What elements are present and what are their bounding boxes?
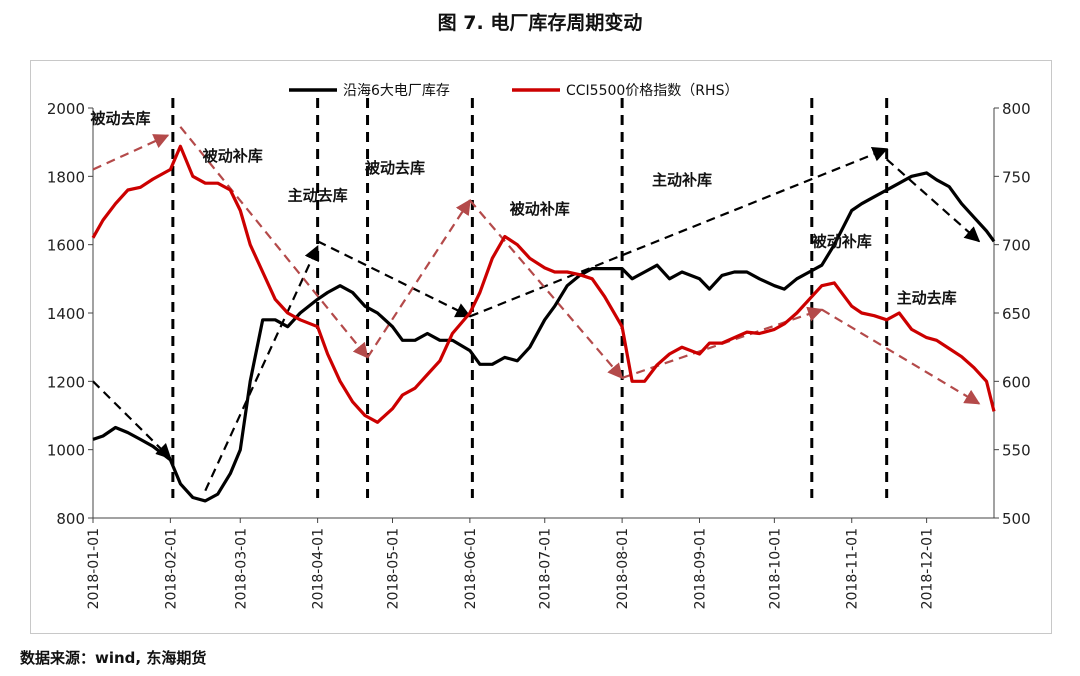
phase-label: 主动去库 bbox=[897, 289, 957, 307]
chart-svg: 800 1000 1200 1400 1600 1800 2000 500 550 600 650 7… bbox=[47, 83, 1031, 609]
x-tick-label: 2018-06-01 bbox=[463, 528, 479, 609]
trend-arrow-brown bbox=[179, 126, 369, 359]
y-left-tick-label: 1000 bbox=[47, 442, 85, 460]
x-tick-label: 2018-02-01 bbox=[163, 528, 179, 609]
x-tick-label: 2018-03-01 bbox=[233, 528, 249, 609]
trend-arrow-brown bbox=[821, 308, 981, 405]
axes-layer: 800 1000 1200 1400 1600 1800 2000 500 550 600 650 7… bbox=[47, 100, 1031, 609]
chart-frame: 800 1000 1200 1400 1600 1800 2000 500 550 600 650 7… bbox=[30, 60, 1052, 634]
y-right-tick-label: 650 bbox=[1002, 305, 1031, 323]
legend-label: 沿海6大电厂库存 bbox=[343, 83, 450, 99]
y-left-tick-label: 1200 bbox=[47, 373, 85, 391]
x-tick-label: 2018-05-01 bbox=[386, 528, 402, 609]
x-tick-label: 2018-01-01 bbox=[86, 528, 102, 609]
y-right-tick-label: 600 bbox=[1002, 373, 1031, 391]
x-tick-label: 2018-12-01 bbox=[920, 528, 936, 609]
x-tick-label: 2018-10-01 bbox=[767, 528, 783, 609]
chart-title: 图 7. 电厂库存周期变动 bbox=[437, 12, 643, 34]
y-left-tick-label: 2000 bbox=[47, 100, 85, 118]
trend-arrow-black bbox=[885, 158, 981, 243]
y-right-tick-label: 550 bbox=[1002, 442, 1031, 460]
phase-label: 被动去库 bbox=[90, 109, 150, 127]
source-note: 数据来源：wind, 东海期货 bbox=[20, 649, 207, 667]
legend-label: CCI5500价格指数（RHS） bbox=[566, 83, 738, 99]
x-tick-label: 2018-08-01 bbox=[615, 528, 631, 609]
y-left-tick-label: 1600 bbox=[47, 237, 85, 255]
x-tick-label: 2018-11-01 bbox=[845, 528, 861, 609]
phase-label: 主动补库 bbox=[652, 171, 712, 189]
y-left-tick-label: 800 bbox=[56, 510, 85, 528]
phase-dividers bbox=[171, 98, 889, 498]
y-left-tick-label: 1400 bbox=[47, 305, 85, 323]
x-tick-label: 2018-04-01 bbox=[311, 528, 327, 609]
phase-label: 被动补库 bbox=[203, 147, 263, 165]
series-line-cci bbox=[91, 144, 996, 424]
phase-label: 被动补库 bbox=[812, 232, 872, 250]
x-tick-label: 2018-09-01 bbox=[692, 528, 708, 609]
series-line-inventory bbox=[92, 171, 996, 503]
trend-arrow-brown bbox=[366, 198, 471, 359]
x-tick-label: 2018-07-01 bbox=[538, 528, 554, 609]
trend-arrow-brown bbox=[92, 134, 170, 171]
series-layer bbox=[91, 144, 996, 503]
y-right-tick-label: 700 bbox=[1002, 237, 1031, 255]
trend-arrow-brown bbox=[469, 199, 624, 380]
phase-label: 主动去库 bbox=[288, 186, 348, 204]
legend: 沿海6大电厂库存 CCI5500价格指数（RHS） bbox=[289, 83, 738, 99]
y-right-tick-label: 800 bbox=[1002, 100, 1031, 118]
y-left-tick-label: 1800 bbox=[47, 168, 85, 186]
trend-arrows bbox=[92, 126, 981, 492]
trend-arrow-black bbox=[92, 380, 172, 460]
y-right-tick-label: 750 bbox=[1002, 168, 1031, 186]
y-right-tick-label: 500 bbox=[1002, 510, 1031, 528]
phase-label: 被动补库 bbox=[510, 200, 570, 218]
trend-arrow-black bbox=[204, 244, 319, 492]
trend-arrow-black bbox=[317, 240, 472, 318]
phase-label: 被动去库 bbox=[365, 159, 425, 177]
